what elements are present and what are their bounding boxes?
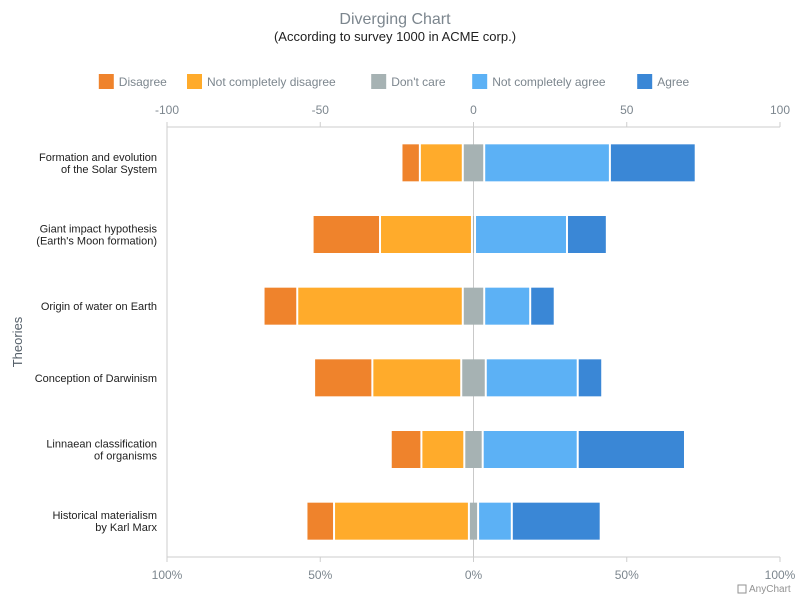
legend-label: Agree (657, 75, 689, 89)
legend-item[interactable]: Disagree (98, 74, 167, 89)
category-label: Linnaean classification of organisms (46, 439, 157, 463)
axes: -100 100% -50 50% 0 0% 50 50% 100 100% (152, 103, 796, 582)
category-labels: Formation and evolution of the Solar Syst… (35, 152, 158, 534)
top-tick-label: -50 (312, 103, 330, 117)
bar-not-completely-agree[interactable] (479, 502, 511, 540)
bottom-tick-label: 0% (465, 568, 483, 582)
top-tick-label: 50 (620, 103, 634, 117)
legend-item[interactable]: Not completely agree (472, 74, 606, 89)
bars (264, 144, 695, 540)
bar-don-t-care[interactable] (465, 431, 482, 468)
bar-agree[interactable] (531, 287, 554, 325)
bar-not-completely-disagree[interactable] (335, 502, 468, 540)
bar-don-t-care[interactable] (463, 144, 484, 182)
bar-agree[interactable] (610, 144, 695, 182)
legend-marker (637, 74, 653, 89)
chart-title: Diverging Chart (339, 11, 451, 28)
bar-not-completely-disagree[interactable] (420, 144, 462, 182)
bar-not-completely-agree[interactable] (483, 431, 577, 468)
bar-agree[interactable] (578, 431, 684, 468)
legend-marker (98, 74, 114, 89)
legend-item[interactable]: Agree (637, 74, 690, 89)
legend: Disagree Not completely disagree Don't car… (98, 74, 690, 89)
category-label: Formation and evolution of the Solar Syst… (39, 152, 157, 176)
bar-agree[interactable] (567, 216, 606, 253)
bottom-tick-label: 50% (308, 568, 332, 582)
bar-disagree[interactable] (391, 431, 421, 468)
chart-subtitle: (According to survey 1000 in ACME corp.) (274, 29, 516, 44)
bar-don-t-care[interactable] (469, 502, 478, 540)
bar-agree[interactable] (578, 359, 602, 397)
bottom-tick-label: 50% (615, 568, 639, 582)
legend-label: Don't care (391, 75, 446, 89)
top-tick-label: -100 (155, 103, 179, 117)
credit-text: AnyChart (749, 584, 791, 595)
bar-don-t-care[interactable] (462, 359, 485, 397)
bar-disagree[interactable] (313, 216, 380, 253)
category-label: Conception of Darwinism (35, 373, 157, 385)
legend-label: Disagree (119, 75, 167, 89)
bar-not-completely-disagree[interactable] (381, 216, 471, 253)
bar-not-completely-disagree[interactable] (373, 359, 461, 397)
bar-not-completely-disagree[interactable] (422, 431, 464, 468)
top-tick-label: 0 (470, 103, 477, 117)
bar-agree[interactable] (512, 502, 600, 540)
credit[interactable]: AnyChart (737, 584, 791, 595)
bar-don-t-care[interactable] (472, 216, 475, 253)
bar-don-t-care[interactable] (463, 287, 484, 325)
legend-marker (371, 74, 387, 89)
y-axis-title: Theories (10, 316, 25, 367)
bar-disagree[interactable] (402, 144, 419, 182)
bar-not-completely-agree[interactable] (476, 216, 566, 253)
category-label: Giant impact hypothesis (Earth's Moon for… (36, 224, 157, 248)
bar-disagree[interactable] (264, 287, 297, 325)
legend-marker (472, 74, 488, 89)
bar-disagree[interactable] (315, 359, 372, 397)
bar-disagree[interactable] (307, 502, 334, 540)
legend-marker (187, 74, 202, 89)
bar-not-completely-agree[interactable] (485, 287, 530, 325)
legend-label: Not completely agree (492, 75, 606, 89)
anychart-logo-icon (737, 584, 747, 594)
legend-item[interactable]: Not completely disagree (187, 74, 336, 89)
category-label: Origin of water on Earth (41, 301, 157, 313)
bar-not-completely-agree[interactable] (486, 359, 577, 397)
bottom-tick-label: 100% (152, 568, 183, 582)
bottom-tick-label: 100% (765, 568, 796, 582)
top-tick-label: 100 (770, 103, 790, 117)
legend-item[interactable]: Don't care (371, 74, 446, 89)
category-label: Historical materialism by Karl Marx (52, 510, 157, 534)
legend-label: Not completely disagree (207, 75, 336, 89)
bar-not-completely-agree[interactable] (485, 144, 609, 182)
bar-not-completely-disagree[interactable] (298, 287, 462, 325)
